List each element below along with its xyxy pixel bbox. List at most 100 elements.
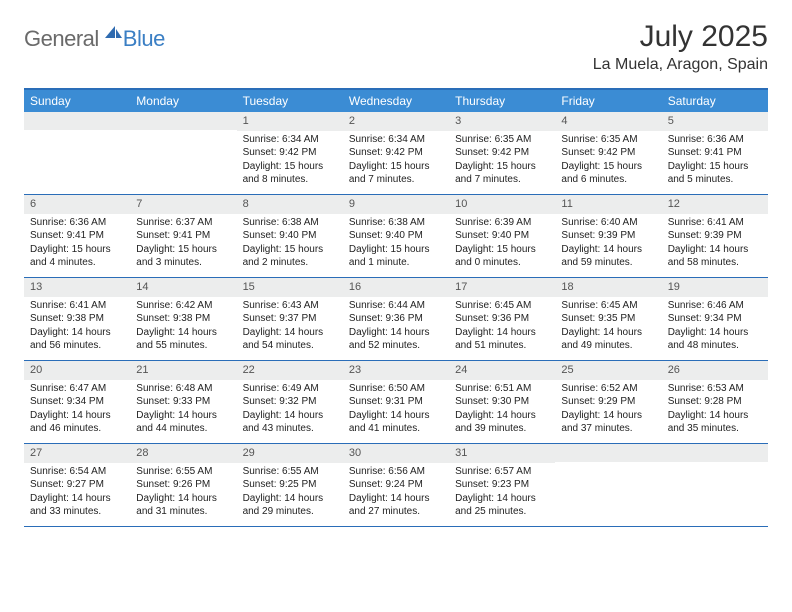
day-number <box>24 112 130 130</box>
day-number: 30 <box>343 444 449 463</box>
day-cell: 13Sunrise: 6:41 AMSunset: 9:38 PMDayligh… <box>24 278 130 360</box>
daylight-text: Daylight: 15 hours and 7 minutes. <box>349 160 443 187</box>
day-cell: 24Sunrise: 6:51 AMSunset: 9:30 PMDayligh… <box>449 361 555 443</box>
day-body: Sunrise: 6:37 AMSunset: 9:41 PMDaylight:… <box>130 214 236 276</box>
sunrise-text: Sunrise: 6:41 AM <box>30 299 124 313</box>
sunset-text: Sunset: 9:41 PM <box>30 229 124 243</box>
day-body: Sunrise: 6:49 AMSunset: 9:32 PMDaylight:… <box>237 380 343 442</box>
sunrise-text: Sunrise: 6:35 AM <box>561 133 655 147</box>
day-cell: 14Sunrise: 6:42 AMSunset: 9:38 PMDayligh… <box>130 278 236 360</box>
day-cell: 1Sunrise: 6:34 AMSunset: 9:42 PMDaylight… <box>237 112 343 194</box>
sunset-text: Sunset: 9:23 PM <box>455 478 549 492</box>
day-cell: 22Sunrise: 6:49 AMSunset: 9:32 PMDayligh… <box>237 361 343 443</box>
day-body: Sunrise: 6:47 AMSunset: 9:34 PMDaylight:… <box>24 380 130 442</box>
daylight-text: Daylight: 14 hours and 56 minutes. <box>30 326 124 353</box>
sunset-text: Sunset: 9:36 PM <box>455 312 549 326</box>
sunrise-text: Sunrise: 6:56 AM <box>349 465 443 479</box>
daylight-text: Daylight: 15 hours and 6 minutes. <box>561 160 655 187</box>
daylight-text: Daylight: 14 hours and 48 minutes. <box>668 326 762 353</box>
day-body: Sunrise: 6:36 AMSunset: 9:41 PMDaylight:… <box>24 214 130 276</box>
sunset-text: Sunset: 9:38 PM <box>136 312 230 326</box>
day-cell: 25Sunrise: 6:52 AMSunset: 9:29 PMDayligh… <box>555 361 661 443</box>
day-body: Sunrise: 6:35 AMSunset: 9:42 PMDaylight:… <box>555 131 661 193</box>
day-number: 25 <box>555 361 661 380</box>
day-number: 13 <box>24 278 130 297</box>
day-cell: 19Sunrise: 6:46 AMSunset: 9:34 PMDayligh… <box>662 278 768 360</box>
sunrise-text: Sunrise: 6:51 AM <box>455 382 549 396</box>
day-cell: 12Sunrise: 6:41 AMSunset: 9:39 PMDayligh… <box>662 195 768 277</box>
day-body: Sunrise: 6:38 AMSunset: 9:40 PMDaylight:… <box>343 214 449 276</box>
daylight-text: Daylight: 14 hours and 54 minutes. <box>243 326 337 353</box>
day-number: 3 <box>449 112 555 131</box>
day-cell: 6Sunrise: 6:36 AMSunset: 9:41 PMDaylight… <box>24 195 130 277</box>
day-number: 10 <box>449 195 555 214</box>
sunset-text: Sunset: 9:25 PM <box>243 478 337 492</box>
sunset-text: Sunset: 9:37 PM <box>243 312 337 326</box>
day-cell: 5Sunrise: 6:36 AMSunset: 9:41 PMDaylight… <box>662 112 768 194</box>
sunrise-text: Sunrise: 6:45 AM <box>561 299 655 313</box>
day-number: 1 <box>237 112 343 131</box>
sunset-text: Sunset: 9:39 PM <box>668 229 762 243</box>
sunrise-text: Sunrise: 6:35 AM <box>455 133 549 147</box>
day-body: Sunrise: 6:36 AMSunset: 9:41 PMDaylight:… <box>662 131 768 193</box>
day-body: Sunrise: 6:51 AMSunset: 9:30 PMDaylight:… <box>449 380 555 442</box>
sunrise-text: Sunrise: 6:40 AM <box>561 216 655 230</box>
daylight-text: Daylight: 15 hours and 0 minutes. <box>455 243 549 270</box>
week-row: 20Sunrise: 6:47 AMSunset: 9:34 PMDayligh… <box>24 361 768 444</box>
location: La Muela, Aragon, Spain <box>593 56 768 74</box>
day-number: 2 <box>343 112 449 131</box>
day-body: Sunrise: 6:34 AMSunset: 9:42 PMDaylight:… <box>237 131 343 193</box>
sunrise-text: Sunrise: 6:41 AM <box>668 216 762 230</box>
day-number: 6 <box>24 195 130 214</box>
day-cell <box>24 112 130 194</box>
sunset-text: Sunset: 9:41 PM <box>136 229 230 243</box>
day-header-row: SundayMondayTuesdayWednesdayThursdayFrid… <box>24 90 768 112</box>
sunset-text: Sunset: 9:42 PM <box>243 146 337 160</box>
day-body: Sunrise: 6:45 AMSunset: 9:36 PMDaylight:… <box>449 297 555 359</box>
sunset-text: Sunset: 9:42 PM <box>349 146 443 160</box>
daylight-text: Daylight: 14 hours and 59 minutes. <box>561 243 655 270</box>
sunrise-text: Sunrise: 6:49 AM <box>243 382 337 396</box>
day-number: 20 <box>24 361 130 380</box>
day-cell: 30Sunrise: 6:56 AMSunset: 9:24 PMDayligh… <box>343 444 449 526</box>
day-body: Sunrise: 6:42 AMSunset: 9:38 PMDaylight:… <box>130 297 236 359</box>
sunset-text: Sunset: 9:30 PM <box>455 395 549 409</box>
sunrise-text: Sunrise: 6:55 AM <box>243 465 337 479</box>
day-body: Sunrise: 6:57 AMSunset: 9:23 PMDaylight:… <box>449 463 555 525</box>
sunset-text: Sunset: 9:42 PM <box>561 146 655 160</box>
sunset-text: Sunset: 9:42 PM <box>455 146 549 160</box>
sunrise-text: Sunrise: 6:36 AM <box>668 133 762 147</box>
day-header: Thursday <box>449 90 555 112</box>
sunrise-text: Sunrise: 6:48 AM <box>136 382 230 396</box>
sunset-text: Sunset: 9:35 PM <box>561 312 655 326</box>
day-body: Sunrise: 6:38 AMSunset: 9:40 PMDaylight:… <box>237 214 343 276</box>
daylight-text: Daylight: 15 hours and 8 minutes. <box>243 160 337 187</box>
day-cell: 23Sunrise: 6:50 AMSunset: 9:31 PMDayligh… <box>343 361 449 443</box>
day-cell <box>130 112 236 194</box>
sunrise-text: Sunrise: 6:54 AM <box>30 465 124 479</box>
daylight-text: Daylight: 14 hours and 39 minutes. <box>455 409 549 436</box>
sunset-text: Sunset: 9:41 PM <box>668 146 762 160</box>
day-body: Sunrise: 6:53 AMSunset: 9:28 PMDaylight:… <box>662 380 768 442</box>
day-number: 9 <box>343 195 449 214</box>
daylight-text: Daylight: 14 hours and 52 minutes. <box>349 326 443 353</box>
day-cell: 2Sunrise: 6:34 AMSunset: 9:42 PMDaylight… <box>343 112 449 194</box>
sunrise-text: Sunrise: 6:55 AM <box>136 465 230 479</box>
day-cell: 17Sunrise: 6:45 AMSunset: 9:36 PMDayligh… <box>449 278 555 360</box>
day-cell: 21Sunrise: 6:48 AMSunset: 9:33 PMDayligh… <box>130 361 236 443</box>
day-body: Sunrise: 6:56 AMSunset: 9:24 PMDaylight:… <box>343 463 449 525</box>
day-number: 17 <box>449 278 555 297</box>
daylight-text: Daylight: 15 hours and 7 minutes. <box>455 160 549 187</box>
week-row: 6Sunrise: 6:36 AMSunset: 9:41 PMDaylight… <box>24 195 768 278</box>
day-cell: 15Sunrise: 6:43 AMSunset: 9:37 PMDayligh… <box>237 278 343 360</box>
day-number: 18 <box>555 278 661 297</box>
day-cell: 16Sunrise: 6:44 AMSunset: 9:36 PMDayligh… <box>343 278 449 360</box>
sunrise-text: Sunrise: 6:42 AM <box>136 299 230 313</box>
daylight-text: Daylight: 15 hours and 5 minutes. <box>668 160 762 187</box>
day-number: 16 <box>343 278 449 297</box>
daylight-text: Daylight: 14 hours and 43 minutes. <box>243 409 337 436</box>
calendar-page: General Blue July 2025 La Muela, Aragon,… <box>0 0 792 547</box>
sunset-text: Sunset: 9:29 PM <box>561 395 655 409</box>
sunrise-text: Sunrise: 6:46 AM <box>668 299 762 313</box>
sunrise-text: Sunrise: 6:43 AM <box>243 299 337 313</box>
